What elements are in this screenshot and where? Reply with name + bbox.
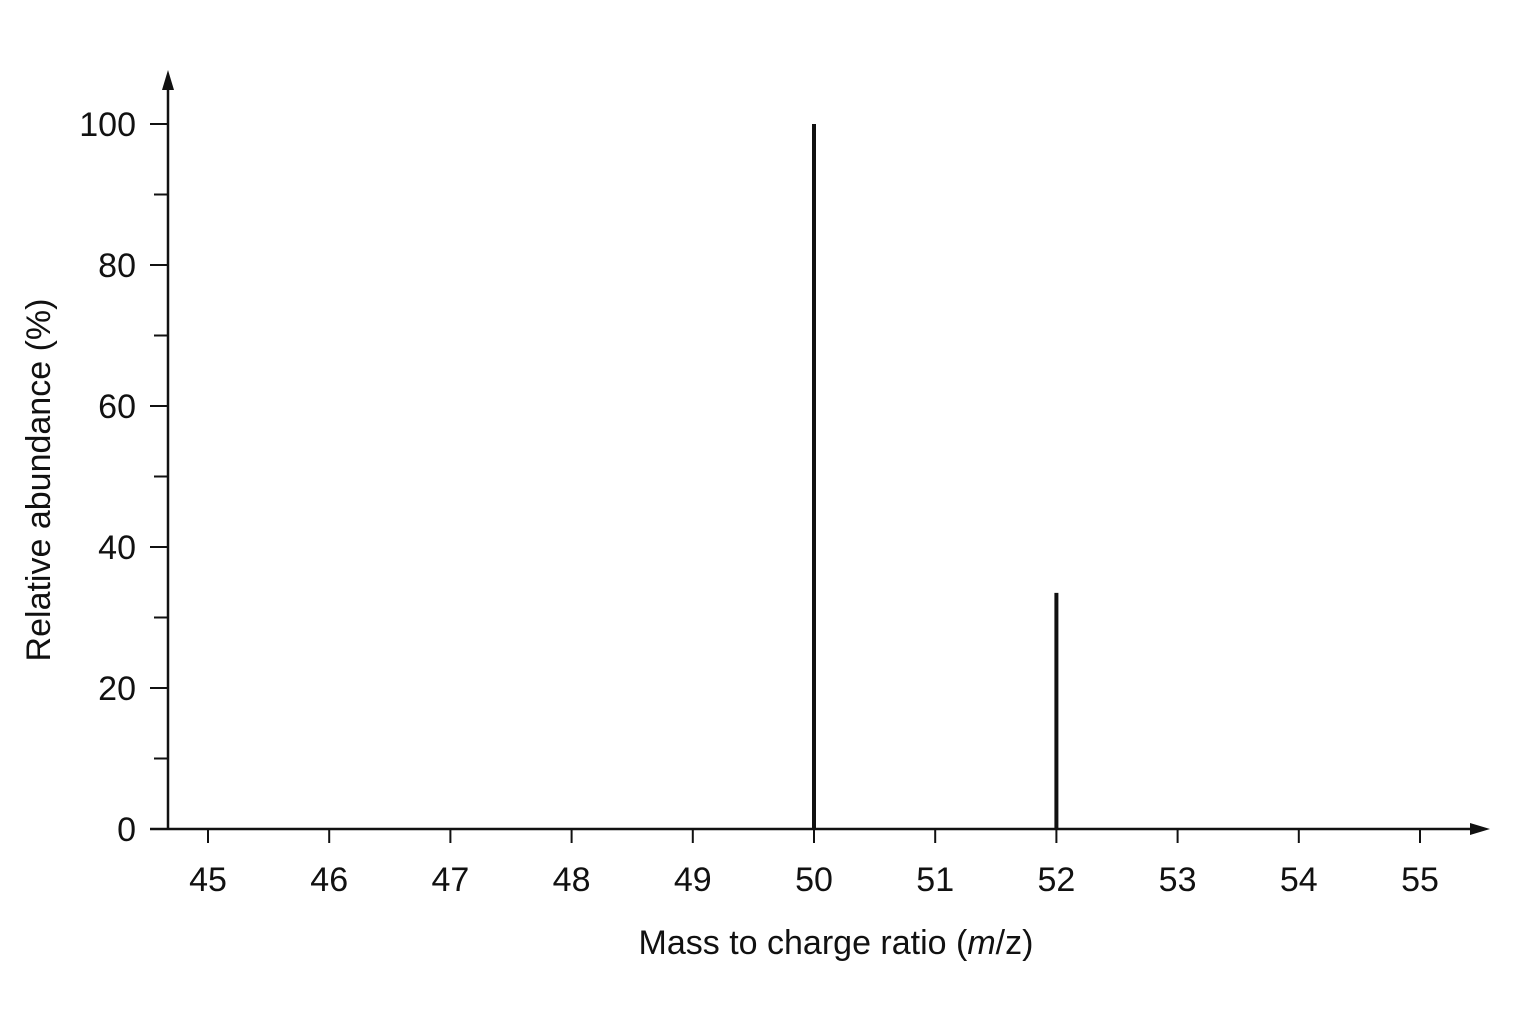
x-tick-label: 53: [1159, 861, 1197, 899]
y-tick-label: 60: [98, 388, 136, 426]
x-tick-label: 45: [189, 861, 227, 899]
x-tick-label: 46: [310, 861, 348, 899]
x-axis-title-italic: m: [967, 924, 995, 962]
x-tick-label: 49: [674, 861, 712, 899]
x-axis-title-suffix: /z): [996, 924, 1034, 962]
y-tick-label: 0: [117, 811, 136, 849]
x-axis-title-prefix: Mass to charge ratio (: [639, 924, 968, 962]
x-tick-label: 52: [1037, 861, 1075, 899]
x-axis-arrow-icon: [1470, 823, 1490, 835]
x-tick-label: 51: [916, 861, 954, 899]
y-axis-title: Relative abundance (%): [20, 299, 58, 662]
y-tick-label: 80: [98, 247, 136, 285]
x-axis-title: Mass to charge ratio (m/z): [639, 924, 1034, 962]
x-tick-label: 54: [1280, 861, 1318, 899]
y-axis-arrow-icon: [162, 70, 174, 90]
x-tick-label: 50: [795, 861, 833, 899]
y-tick-label: 20: [98, 670, 136, 708]
y-tick-label: 40: [98, 529, 136, 567]
axes: [150, 70, 1490, 835]
ticks: 0 20 40 60 80 100 45 46 47 48 49 50 51 52 53 54 55: [79, 106, 1439, 899]
x-tick-label: 48: [553, 861, 591, 899]
y-tick-label: 100: [79, 106, 136, 144]
peaks: [812, 124, 1059, 829]
x-tick-label: 47: [431, 861, 469, 899]
x-tick-label: 55: [1401, 861, 1439, 899]
